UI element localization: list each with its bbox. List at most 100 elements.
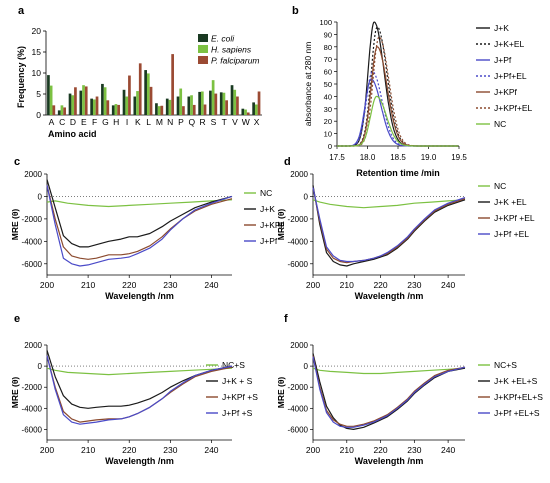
panel-e-y-tick-label: -6000 [22, 425, 43, 434]
panel-b-legend-label: J+Pf [494, 55, 512, 65]
panel-a-y-axis-label: Frequency (%) [16, 46, 26, 108]
panel-a-x-axis-label: Amino acid [48, 129, 97, 139]
panel-f-series-line [312, 353, 466, 430]
panel-a-bar [47, 75, 50, 115]
panel-a-bar [157, 106, 161, 115]
panel-label-f: f [284, 313, 288, 325]
panel-a-bar [57, 110, 61, 115]
panel-a-bar [198, 91, 201, 115]
panel-f-y-tick-label: -4000 [288, 404, 309, 413]
panel-a-x-tick-label: E [81, 117, 87, 127]
panel-a-bar [63, 107, 66, 115]
panel-a-bar [60, 105, 64, 115]
panel-a-legend-label: P. falciparum [211, 56, 260, 66]
panel-d-legend-label: J+Pf +EL [494, 229, 529, 239]
panel-d-x-tick-label: 230 [407, 280, 421, 290]
panel-a-bar [192, 104, 196, 115]
panel-a-bar [244, 109, 247, 115]
panel-a-legend-swatch [198, 34, 208, 42]
panel-b-x-tick-label: 19.5 [451, 153, 467, 162]
panel-e-x-tick-label: 200 [40, 445, 54, 455]
panel-f-legend-label: J+Pf +EL+S [494, 408, 540, 418]
panel-a-bar [236, 96, 239, 115]
panel-b-legend-label: J+Pf+EL [494, 71, 527, 81]
panel-a-bar [168, 99, 172, 115]
panel-e-x-tick-label: 210 [81, 445, 95, 455]
panel-a-bar [252, 102, 255, 115]
panel-a-x-tick-label: X [254, 117, 260, 127]
panel-d-y-tick-label: 2000 [290, 170, 308, 179]
panel-a-bar [225, 100, 228, 115]
panel-b-y-tick-label: 60 [324, 68, 332, 77]
panel-a-bar [133, 96, 137, 115]
panel-a-bar [103, 87, 107, 115]
panel-a-bar [203, 104, 207, 115]
panel-a-bar [144, 70, 147, 115]
panel-a-y-tick-label: 20 [32, 26, 42, 36]
panel-a-y-tick-label: 0 [36, 110, 41, 120]
panel-a-bar [52, 105, 56, 115]
panel-b-y-tick-label: 10 [324, 130, 332, 139]
panel-d-x-tick-label: 240 [441, 280, 455, 290]
panel-f-y-tick-label: 2000 [290, 341, 308, 350]
panel-a-bar [230, 85, 234, 115]
panel-b-y-tick-label: 30 [324, 105, 332, 114]
panel-e-y-tick-label: -4000 [22, 404, 43, 413]
panel-a-bar [165, 98, 169, 115]
panel-b-y-tick-label: 90 [324, 30, 332, 39]
panel-a-bar [214, 93, 218, 115]
panel-d-series-line [312, 187, 466, 263]
panel-a-bar [136, 91, 139, 115]
panel-f-y-tick-label: -2000 [288, 383, 309, 392]
panel-b-legend-label: J+K [494, 23, 509, 33]
panel-e-legend-label: NC+S [222, 360, 245, 370]
panel-b-y-tick-label: 0 [328, 142, 332, 151]
panel-a-bar [146, 73, 150, 115]
panel-a-bar [187, 96, 191, 115]
panel-e-series-line [46, 355, 233, 425]
panel-f-x-tick-label: 210 [340, 445, 354, 455]
panel-a-x-tick-label: Q [188, 117, 195, 127]
panel-c-x-tick-label: 230 [163, 280, 177, 290]
panel-b-series-line [337, 21, 459, 147]
panel-a-x-tick-label: G [102, 117, 109, 127]
panel-f-x-tick-label: 240 [441, 445, 455, 455]
panel-f-series-line [312, 356, 466, 428]
panel-b-y-tick-label: 50 [324, 80, 332, 89]
panel-a-bar [95, 96, 99, 115]
panel-e-y-tick-label: 2000 [24, 341, 42, 350]
panel-b-series-line [337, 95, 459, 147]
panel-e-legend-label: J+Pf +S [222, 408, 253, 418]
panel-c-legend-label: J+KPf [260, 220, 284, 230]
panel-f-series-line [312, 367, 466, 375]
panel-c-x-tick-label: 220 [122, 280, 136, 290]
panel-f-x-tick-label: 230 [407, 445, 421, 455]
panel-a-bar [111, 105, 115, 115]
panel-b-y-tick-label: 40 [324, 92, 332, 101]
panel-b-legend-label: J+KPf+EL [494, 103, 533, 113]
panel-a-y-tick-label: 5 [36, 89, 41, 99]
panel-a-bar [138, 63, 142, 115]
panel-a-x-tick-label: D [70, 117, 76, 127]
panel-b-y-axis-label: absorbance at 280 nm [303, 42, 313, 127]
panel-a-bar [219, 92, 223, 115]
panel-f-y-tick-label: 0 [304, 362, 309, 371]
panel-a-legend-swatch [198, 56, 208, 64]
panel-e-x-tick-label: 240 [204, 445, 218, 455]
panel-a-bar [241, 108, 245, 115]
panel-a-x-tick-label: L [146, 117, 151, 127]
panel-label-c: c [14, 156, 20, 168]
panel-a-x-tick-label: H [113, 117, 119, 127]
panel-b-series-line [337, 36, 459, 147]
panel-label-a: a [18, 5, 25, 17]
panel-c-y-tick-label: 0 [38, 192, 43, 201]
panel-a-bar [79, 90, 83, 115]
panel-a-bar [84, 86, 88, 115]
panel-d-y-tick-label: -6000 [288, 260, 309, 269]
panel-c-series-line [46, 185, 233, 267]
panel-e-y-tick-label: -2000 [22, 383, 43, 392]
panel-a-bar [82, 85, 85, 115]
panel-e-series-line [46, 367, 233, 376]
panel-label-d: d [284, 156, 291, 168]
